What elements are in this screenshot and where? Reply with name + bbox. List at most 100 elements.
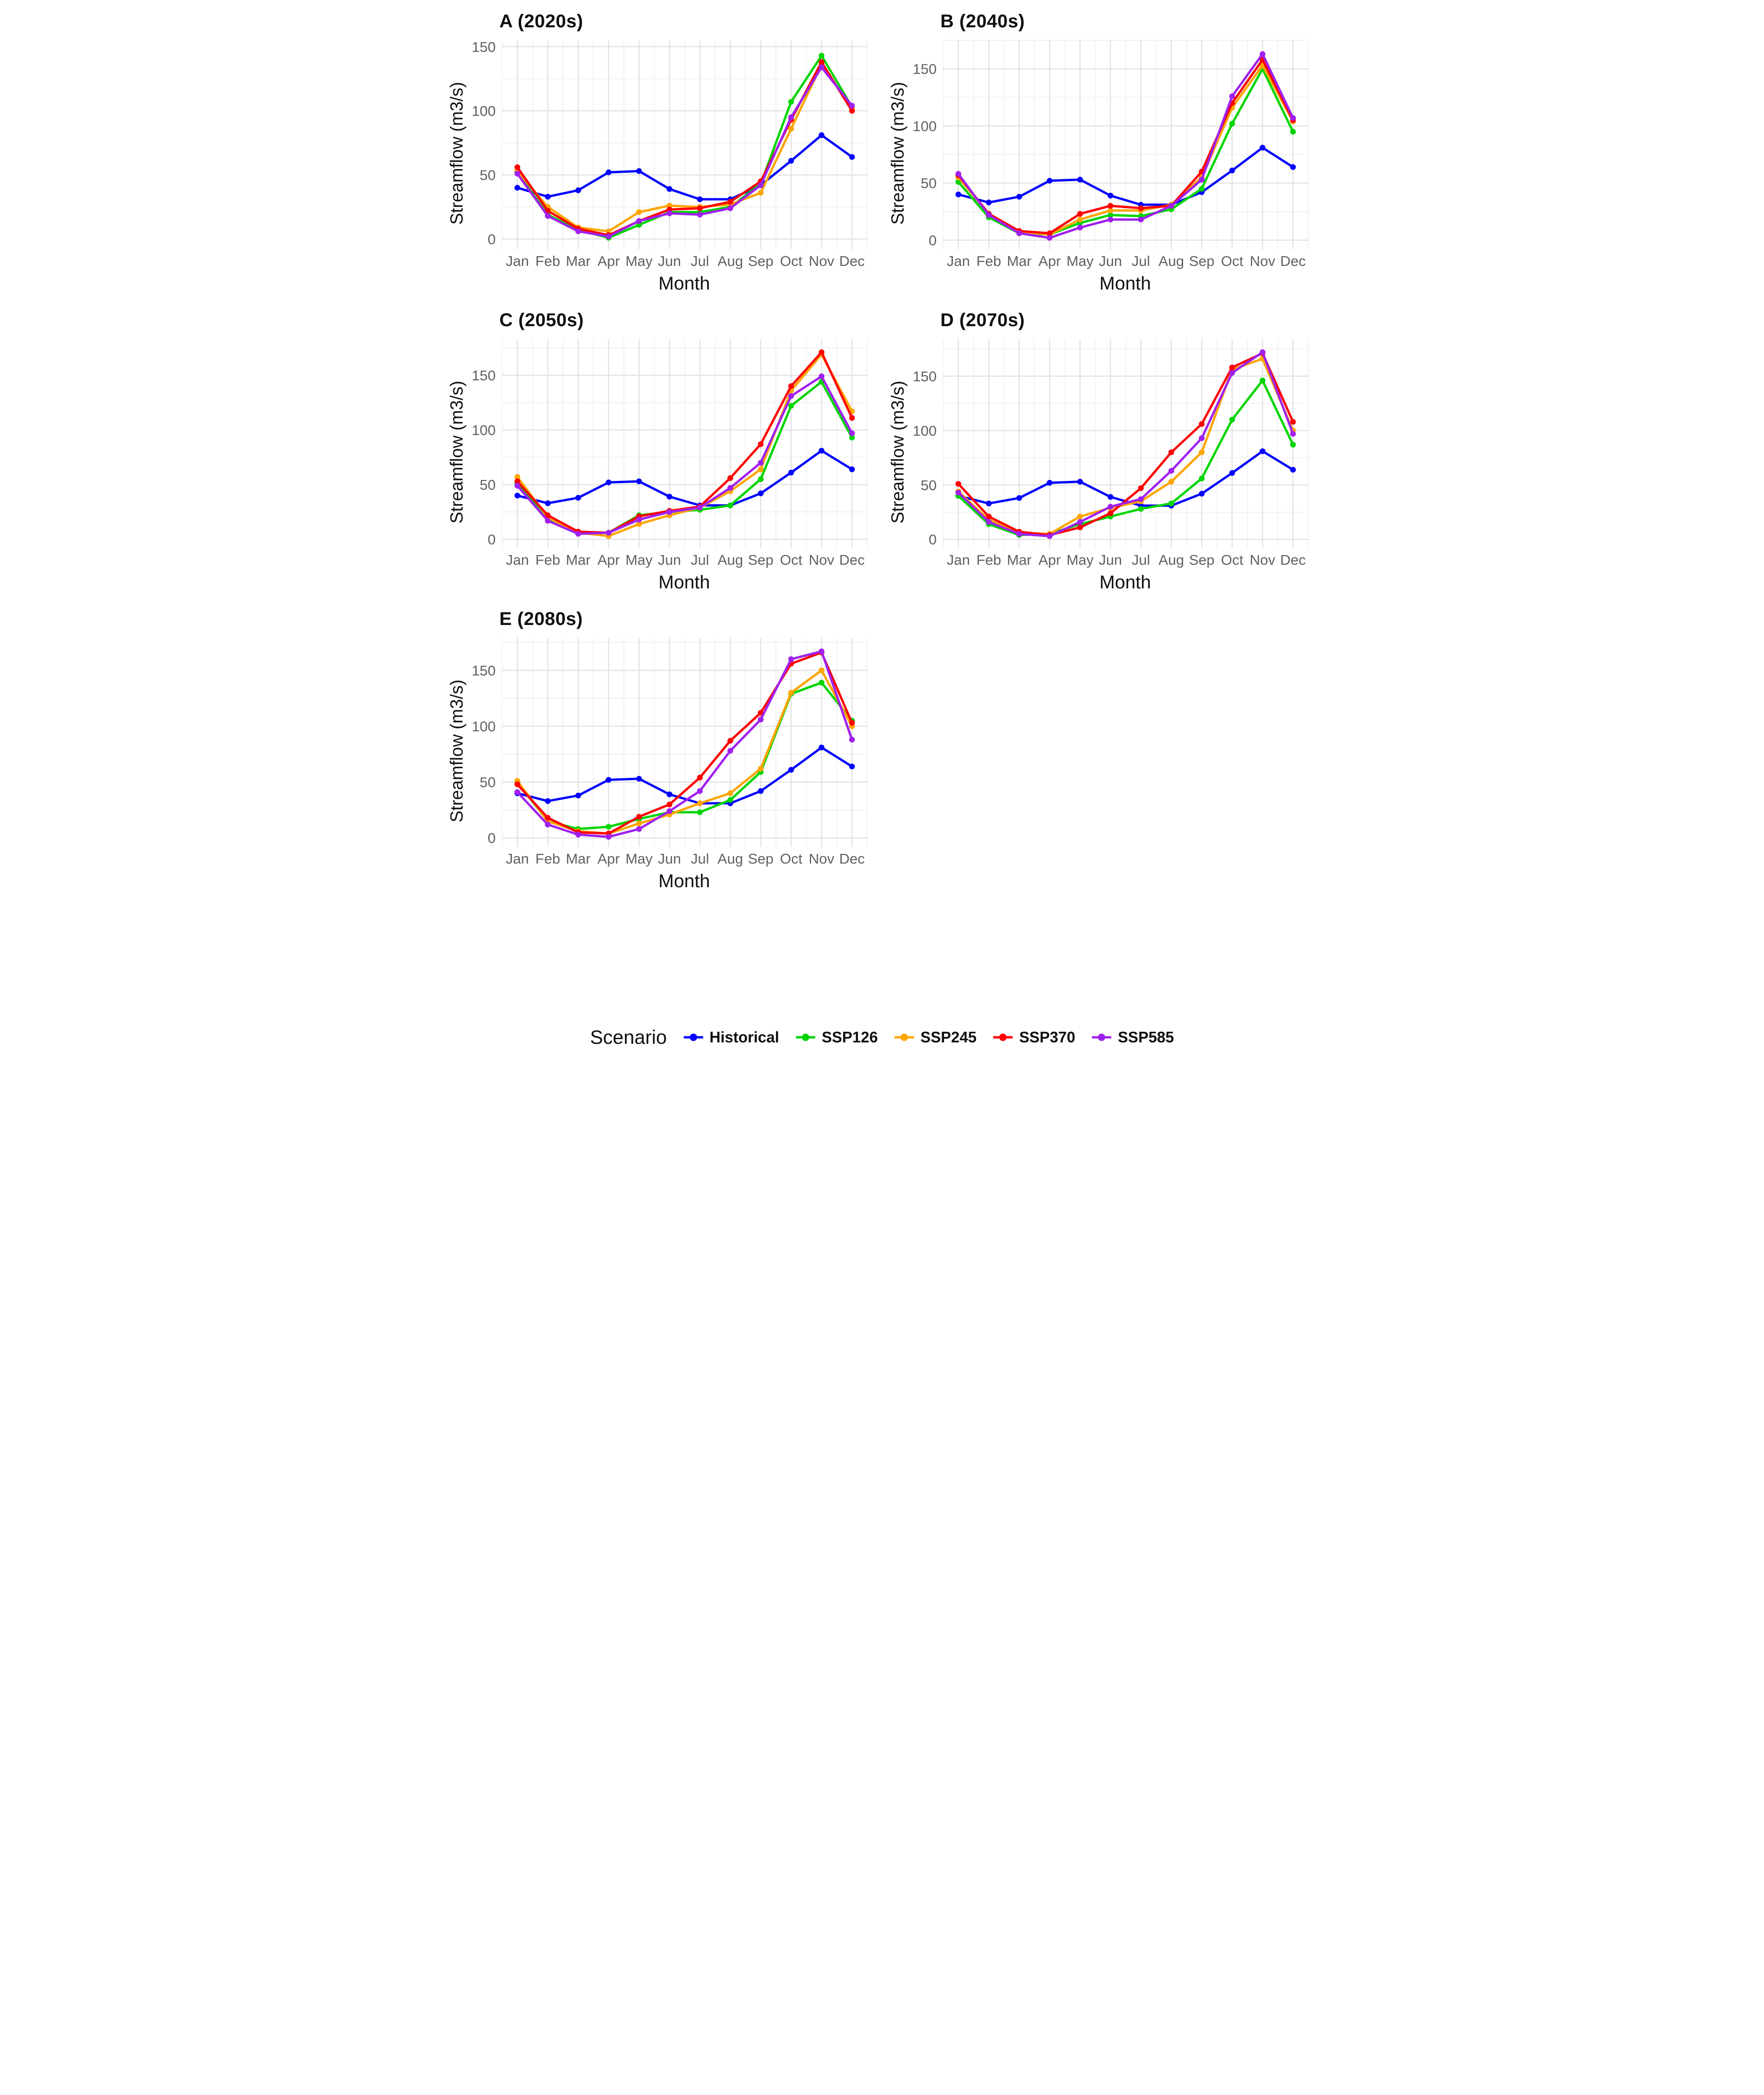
svg-text:Apr: Apr — [1039, 253, 1061, 269]
panel-a-title: A (2020s) — [499, 11, 583, 32]
svg-text:Apr: Apr — [1039, 552, 1061, 568]
legend-entry-historical: Historical — [683, 1029, 779, 1046]
svg-text:0: 0 — [929, 531, 937, 548]
legend-key-ssp126-icon — [795, 1034, 815, 1041]
svg-text:0: 0 — [488, 830, 496, 846]
svg-text:Oct: Oct — [780, 552, 803, 568]
svg-text:Mar: Mar — [1007, 253, 1031, 269]
svg-text:Feb: Feb — [536, 552, 560, 568]
panel-a-y-axis-label: Streamflow (m3/s) — [447, 82, 467, 225]
svg-text:Dec: Dec — [1280, 253, 1306, 269]
svg-text:150: 150 — [913, 368, 937, 385]
svg-text:Mar: Mar — [1007, 552, 1031, 568]
panel-c-title: C (2050s) — [499, 310, 584, 330]
legend-label-ssp370: SSP370 — [1019, 1029, 1076, 1046]
svg-text:Mar: Mar — [566, 552, 590, 568]
svg-text:Oct: Oct — [1221, 552, 1244, 568]
legend-entry-ssp126: SSP126 — [795, 1029, 878, 1046]
panel-a-2020s: A (2020s) Streamflow (m3/s) 0 50 100 150 Jan… — [441, 4, 882, 303]
legend-label-ssp245: SSP245 — [920, 1029, 977, 1046]
legend-entry-ssp370: SSP370 — [992, 1029, 1075, 1046]
svg-text:Aug: Aug — [1159, 253, 1184, 269]
panel-e-2080s: E (2080s) Streamflow (m3/s) 0 50 100 150 Jan… — [441, 601, 882, 900]
svg-text:Jan: Jan — [506, 253, 529, 269]
svg-text:Nov: Nov — [809, 253, 835, 269]
svg-text:Aug: Aug — [718, 851, 743, 867]
panel-grid: A (2020s) Streamflow (m3/s) 0 50 100 150 Jan… — [441, 0, 1323, 900]
svg-text:Apr: Apr — [598, 253, 620, 269]
panel-c-plot-row: Streamflow (m3/s) 0 50 100 150 Jan Feb Mar Apr M… — [445, 333, 882, 571]
svg-text:100: 100 — [472, 422, 496, 438]
svg-text:Jul: Jul — [691, 552, 709, 568]
legend-entry-ssp585: SSP585 — [1091, 1029, 1174, 1046]
svg-text:Oct: Oct — [780, 253, 803, 269]
svg-text:Nov: Nov — [809, 552, 835, 568]
svg-text:0: 0 — [488, 231, 496, 247]
svg-text:Jun: Jun — [658, 253, 681, 269]
svg-text:Jun: Jun — [658, 552, 681, 568]
svg-text:Oct: Oct — [1221, 253, 1244, 269]
svg-text:150: 150 — [472, 367, 496, 384]
panel-b-chart: 0 50 100 150 Jan Feb Mar Apr May Jun Jul Aug Sep Oct N… — [913, 40, 1309, 269]
svg-text:Mar: Mar — [566, 851, 590, 867]
svg-text:Jun: Jun — [658, 851, 681, 867]
panel-d-chart: 0 50 100 150 Jan Feb Mar Apr May Jun Jul Aug Sep Oct N… — [913, 339, 1309, 568]
svg-text:May: May — [625, 253, 653, 269]
panel-b-y-axis-label: Streamflow (m3/s) — [888, 82, 908, 225]
svg-text:Sep: Sep — [1189, 253, 1215, 269]
svg-text:Sep: Sep — [1189, 552, 1215, 568]
svg-text:Jul: Jul — [691, 253, 709, 269]
svg-text:Nov: Nov — [809, 851, 835, 867]
svg-text:Apr: Apr — [598, 851, 620, 867]
legend-label-historical: Historical — [709, 1029, 779, 1046]
panel-b-plot-row: Streamflow (m3/s) 0 50 100 150 Jan Feb Mar Apr M… — [886, 34, 1323, 272]
panel-b-x-axis-label: Month — [1099, 273, 1151, 294]
panel-d-2070s: D (2070s) Streamflow (m3/s) 0 50 100 150 Jan… — [882, 303, 1323, 601]
svg-text:100: 100 — [472, 103, 496, 119]
legend-label-ssp585: SSP585 — [1118, 1029, 1174, 1046]
legend-label-ssp126: SSP126 — [821, 1029, 878, 1046]
legend: Scenario Historical SSP126 SSP245 SSP370… — [441, 1026, 1323, 1081]
svg-text:50: 50 — [921, 477, 937, 493]
panel-c-2050s: C (2050s) Streamflow (m3/s) 0 50 100 150 Jan… — [441, 303, 882, 601]
panel-d-plot-row: Streamflow (m3/s) 0 50 100 150 Jan Feb Mar Apr M… — [886, 333, 1323, 571]
svg-text:Feb: Feb — [536, 851, 560, 867]
svg-text:Jan: Jan — [506, 851, 529, 867]
svg-text:0: 0 — [488, 531, 496, 548]
svg-text:Mar: Mar — [566, 253, 590, 269]
svg-text:100: 100 — [913, 118, 937, 134]
svg-text:100: 100 — [913, 423, 937, 439]
svg-text:Feb: Feb — [976, 552, 1001, 568]
svg-text:Dec: Dec — [839, 253, 865, 269]
svg-text:Jun: Jun — [1099, 552, 1122, 568]
svg-text:Jul: Jul — [1132, 552, 1150, 568]
svg-text:Apr: Apr — [598, 552, 620, 568]
svg-text:150: 150 — [472, 663, 496, 679]
svg-text:Nov: Nov — [1250, 253, 1276, 269]
svg-text:100: 100 — [472, 719, 496, 735]
panel-c-y-axis-label: Streamflow (m3/s) — [447, 380, 467, 524]
panel-e-title: E (2080s) — [499, 609, 583, 629]
panel-a-plot-row: Streamflow (m3/s) 0 50 100 150 Jan Feb Mar Apr M… — [445, 34, 882, 272]
svg-text:May: May — [625, 851, 653, 867]
svg-text:Dec: Dec — [839, 851, 865, 867]
svg-text:Oct: Oct — [780, 851, 803, 867]
svg-text:50: 50 — [480, 167, 496, 183]
svg-text:May: May — [1066, 552, 1094, 568]
panel-e-x-axis-label: Month — [658, 871, 710, 891]
svg-text:50: 50 — [480, 774, 496, 790]
svg-text:Dec: Dec — [839, 552, 865, 568]
empty-panel-slot — [882, 601, 1323, 900]
svg-text:0: 0 — [929, 232, 937, 248]
panel-e-chart: 0 50 100 150 Jan Feb Mar Apr May Jun Jul Aug Sep Oct N… — [472, 638, 868, 867]
svg-text:May: May — [1066, 253, 1094, 269]
svg-text:Feb: Feb — [536, 253, 560, 269]
legend-key-ssp370-icon — [993, 1034, 1013, 1041]
svg-text:50: 50 — [480, 477, 496, 493]
legend-title: Scenario — [590, 1026, 667, 1048]
svg-text:Sep: Sep — [748, 552, 774, 568]
legend-key-ssp245-icon — [894, 1034, 914, 1041]
svg-text:50: 50 — [921, 175, 937, 191]
svg-text:Jul: Jul — [1132, 253, 1150, 269]
svg-text:Jan: Jan — [947, 253, 970, 269]
